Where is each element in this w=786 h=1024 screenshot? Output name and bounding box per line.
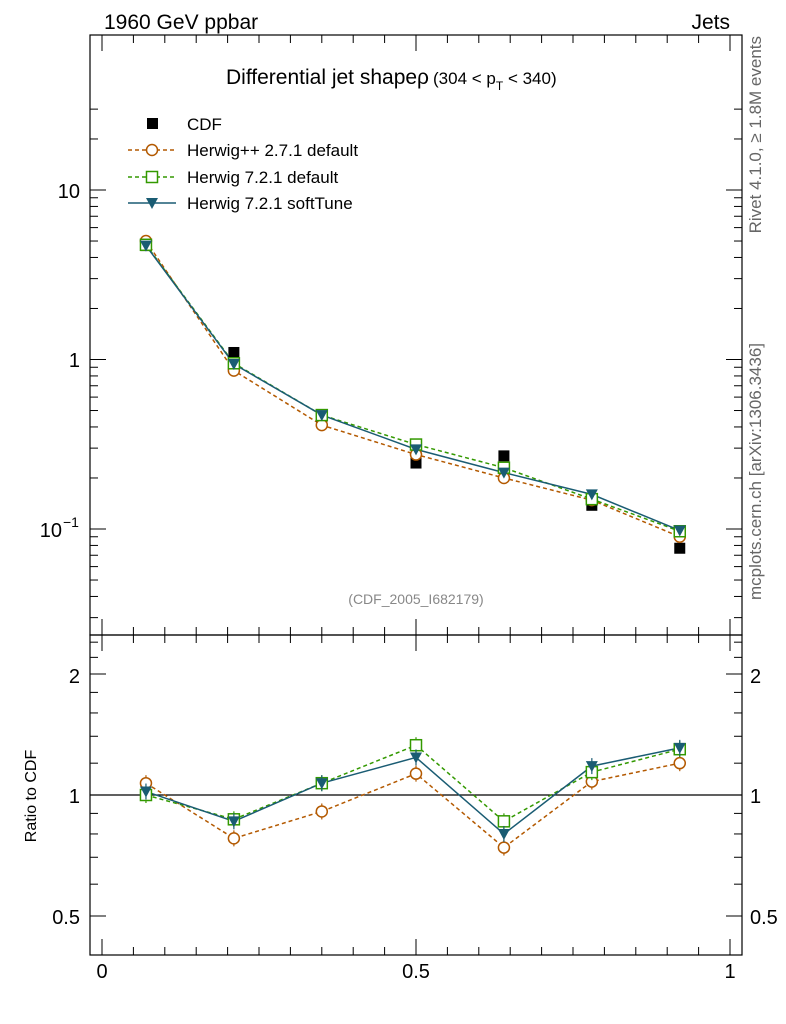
main-point-softtune	[585, 489, 598, 501]
legend-marker-herwig721	[145, 170, 159, 184]
ratio-point-herwigpp	[315, 805, 329, 818]
ratio-point-softtune	[585, 761, 598, 773]
ratio-point-herwigpp	[227, 832, 241, 845]
legend-marker-cdf	[147, 118, 158, 129]
ratio-point-softtune	[315, 778, 328, 790]
legend-marker-softtune	[146, 198, 158, 209]
main-point-cdf	[674, 542, 686, 554]
main-x-axis	[101, 35, 731, 635]
ratio-ytick-label-1-right: 1	[750, 786, 761, 808]
chart-title-cut-sub: T	[496, 79, 504, 93]
ratio-ytick-label-0.5-right: 0.5	[750, 907, 778, 929]
legend-label-herwig721: Herwig 7.2.1 default	[187, 168, 338, 187]
ratio-point-softtune	[673, 742, 686, 754]
ratio-ytick-label-0.5-left: 0.5	[52, 907, 80, 929]
ratio-ylabel: Ratio to CDF	[23, 750, 40, 843]
main-line-herwig721	[145, 244, 681, 532]
main-ytick-label-0.1: 10	[40, 520, 62, 542]
ratio-point-herwig721	[409, 738, 423, 752]
main-point-cdf	[228, 346, 240, 358]
chart-title-cut-end: < 340)	[503, 69, 556, 88]
main-point-softtune	[497, 467, 510, 479]
main-ytick-label-0.1-base: 10	[40, 520, 62, 542]
ratio-series-group	[139, 737, 687, 856]
ratio-point-herwigpp	[673, 756, 687, 770]
legend-label-herwigpp: Herwig++ 2.7.1 default	[187, 141, 358, 160]
header-right: Jets	[691, 11, 730, 34]
side-text-bottom: mcplots.cern.ch [arXiv:1306.3436]	[746, 343, 765, 600]
chart-title-cut: (304 < p	[433, 69, 496, 88]
ratio-ytick-label-2-right: 2	[750, 666, 761, 688]
xtick-label-1: 1	[724, 961, 735, 983]
ratio-point-softtune	[139, 786, 152, 798]
main-point-cdf	[410, 457, 422, 469]
side-text-top: Rivet 4.1.0, ≥ 1.8M events	[746, 36, 765, 233]
main-y-axis	[90, 108, 742, 619]
ratio-ytick-label-1-left: 1	[69, 786, 80, 808]
main-line-herwigpp	[145, 240, 681, 538]
main-point-softtune	[227, 359, 240, 371]
main-series-group	[139, 234, 687, 554]
ratio-y-axis	[90, 641, 742, 917]
main-point-softtune	[139, 240, 152, 252]
legend-label-softtune: Herwig 7.2.1 softTune	[187, 194, 353, 213]
ratio-point-herwig721	[497, 815, 511, 828]
main-ytick-label-10: 10	[58, 181, 80, 203]
legend: CDF Herwig++ 2.7.1 default Herwig 7.2.1 …	[128, 115, 358, 213]
chart-title: Differential jet shapeρ (304 < pT < 340)	[226, 66, 557, 93]
main-point-cdf	[498, 450, 510, 462]
main-point-softtune	[315, 410, 328, 422]
chart-title-main: Differential jet shapeρ	[226, 66, 429, 89]
ratio-point-softtune	[497, 828, 510, 840]
ratio-line-softtune	[145, 747, 680, 835]
ratio-point-herwigpp	[409, 767, 423, 780]
main-point-softtune	[410, 444, 422, 456]
main-ytick-label-0.1-exp: −1	[63, 514, 79, 530]
main-point-softtune	[673, 525, 686, 537]
xtick-label-0: 0	[96, 961, 107, 983]
ratio-point-softtune	[227, 816, 240, 828]
legend-label-cdf: CDF	[187, 115, 222, 134]
ratio-ytick-label-2-left: 2	[69, 666, 80, 688]
header-left: 1960 GeV ppbar	[104, 11, 258, 34]
ratio-point-softtune	[410, 752, 422, 764]
xtick-label-0.5: 0.5	[402, 961, 430, 983]
ratio-x-axis	[101, 635, 731, 955]
main-ytick-label-1: 1	[69, 350, 80, 372]
ratio-point-herwigpp	[497, 841, 511, 854]
watermark: (CDF_2005_I682179)	[348, 591, 483, 607]
main-line-softtune	[145, 245, 681, 532]
legend-marker-herwigpp	[145, 143, 159, 157]
